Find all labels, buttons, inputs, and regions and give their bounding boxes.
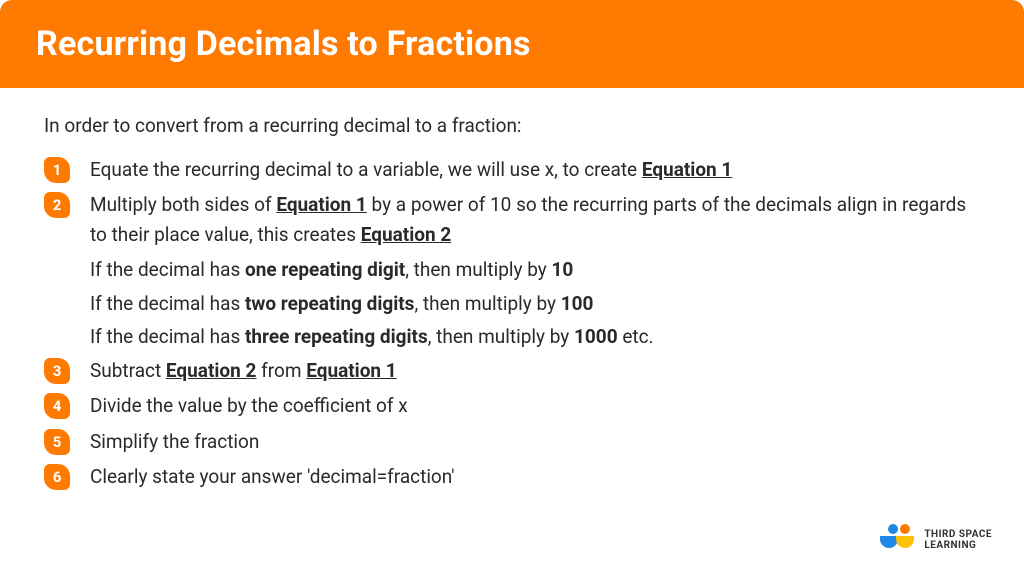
step-item: 3 Subtract Equation 2 from Equation 1	[44, 356, 980, 385]
intro-text: In order to convert from a recurring dec…	[44, 114, 980, 137]
step-number-badge: 3	[44, 358, 70, 384]
logo-text: THIRD SPACE LEARNING	[924, 529, 992, 551]
logo-line1: THIRD SPACE	[924, 529, 992, 540]
step-number-badge: 2	[44, 192, 70, 218]
step-number-badge: 1	[44, 157, 70, 183]
logo-icon	[878, 524, 916, 556]
brand-logo: THIRD SPACE LEARNING	[878, 524, 992, 556]
step-item: 1 Equate the recurring decimal to a varia…	[44, 155, 980, 184]
step-number-badge: 5	[44, 429, 70, 455]
page-title: Recurring Decimals to Fractions	[36, 24, 988, 64]
step-number-badge: 6	[44, 464, 70, 490]
step-text: Clearly state your answer 'decimal=fract…	[90, 462, 455, 491]
step-number-badge: 4	[44, 393, 70, 419]
lesson-card: Recurring Decimals to Fractions In order…	[0, 0, 1024, 580]
logo-line2: LEARNING	[924, 540, 992, 551]
step-text: Multiply both sides of Equation 1 by a p…	[90, 190, 980, 249]
step-item: 2 Multiply both sides of Equation 1 by a …	[44, 190, 980, 249]
step-item: 6 Clearly state your answer 'decimal=frac…	[44, 462, 980, 491]
step-text: Divide the value by the coefficient of x	[90, 391, 408, 420]
card-content: In order to convert from a recurring dec…	[0, 88, 1024, 517]
step-subline: If the decimal has two repeating digits,…	[90, 289, 980, 318]
step-item: 4 Divide the value by the coefficient of …	[44, 391, 980, 420]
step-subline: If the decimal has one repeating digit, …	[90, 255, 980, 284]
step-subline: If the decimal has three repeating digit…	[90, 322, 980, 351]
card-header: Recurring Decimals to Fractions	[0, 0, 1024, 88]
step-text: Simplify the fraction	[90, 427, 259, 456]
step-text: Subtract Equation 2 from Equation 1	[90, 356, 397, 385]
step-text: Equate the recurring decimal to a variab…	[90, 155, 732, 184]
step-item: 5 Simplify the fraction	[44, 427, 980, 456]
steps-list: 1 Equate the recurring decimal to a varia…	[44, 155, 980, 491]
